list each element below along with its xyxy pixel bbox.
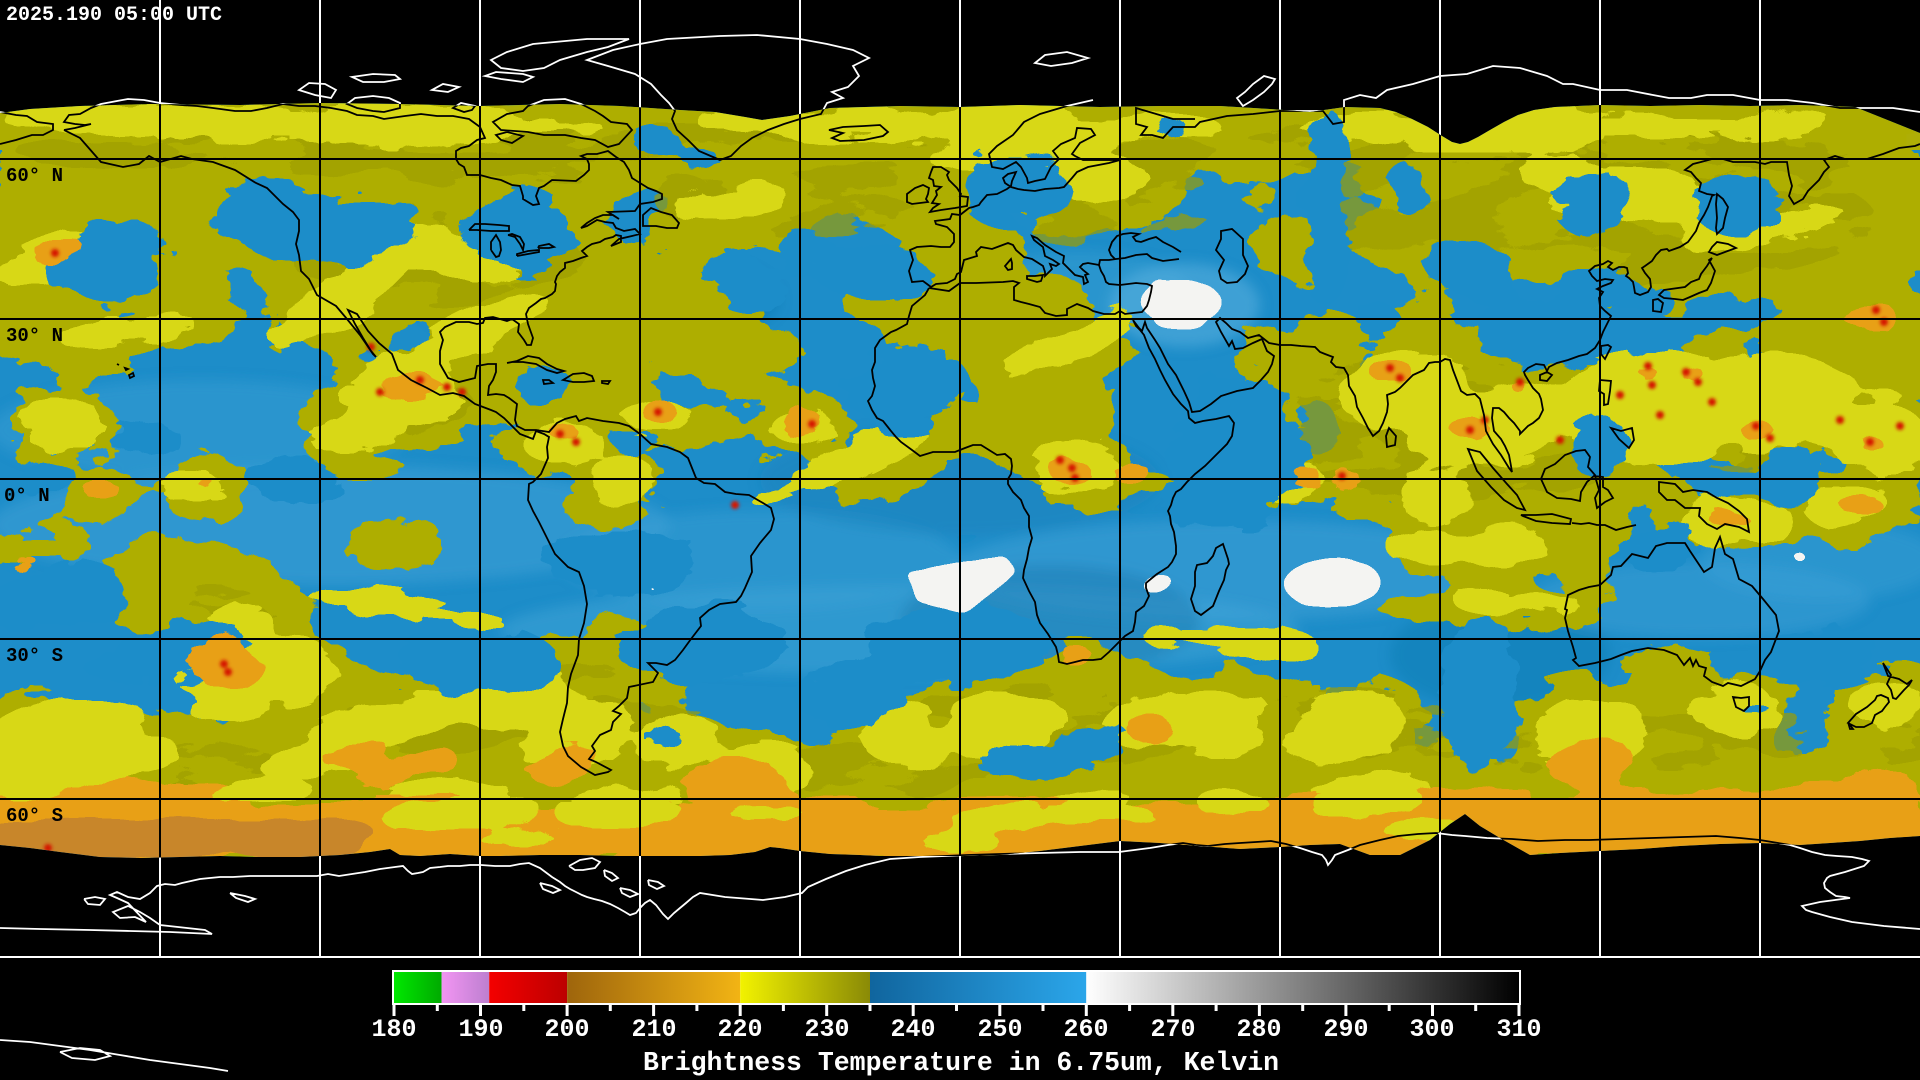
svg-text:300: 300	[1409, 1015, 1454, 1044]
svg-text:180: 180	[371, 1015, 416, 1044]
svg-text:310: 310	[1496, 1015, 1541, 1044]
svg-text:290: 290	[1323, 1015, 1368, 1044]
svg-text:60° N: 60° N	[6, 165, 63, 187]
svg-text:270: 270	[1150, 1015, 1195, 1044]
svg-text:30° N: 30° N	[6, 325, 63, 347]
svg-text:60° S: 60° S	[6, 805, 63, 827]
svg-text:210: 210	[631, 1015, 676, 1044]
svg-text:250: 250	[977, 1015, 1022, 1044]
svg-text:190: 190	[458, 1015, 503, 1044]
svg-text:200: 200	[544, 1015, 589, 1044]
svg-text:2025.190 05:00 UTC: 2025.190 05:00 UTC	[6, 4, 222, 27]
svg-text:30° S: 30° S	[6, 645, 63, 667]
svg-text:0° N: 0° N	[4, 485, 50, 507]
svg-text:230: 230	[804, 1015, 849, 1044]
svg-text:280: 280	[1236, 1015, 1281, 1044]
svg-text:240: 240	[890, 1015, 935, 1044]
svg-text:260: 260	[1063, 1015, 1108, 1044]
svg-text:220: 220	[717, 1015, 762, 1044]
svg-text:Brightness Temperature in 6.75: Brightness Temperature in 6.75um, Kelvin	[643, 1048, 1279, 1078]
